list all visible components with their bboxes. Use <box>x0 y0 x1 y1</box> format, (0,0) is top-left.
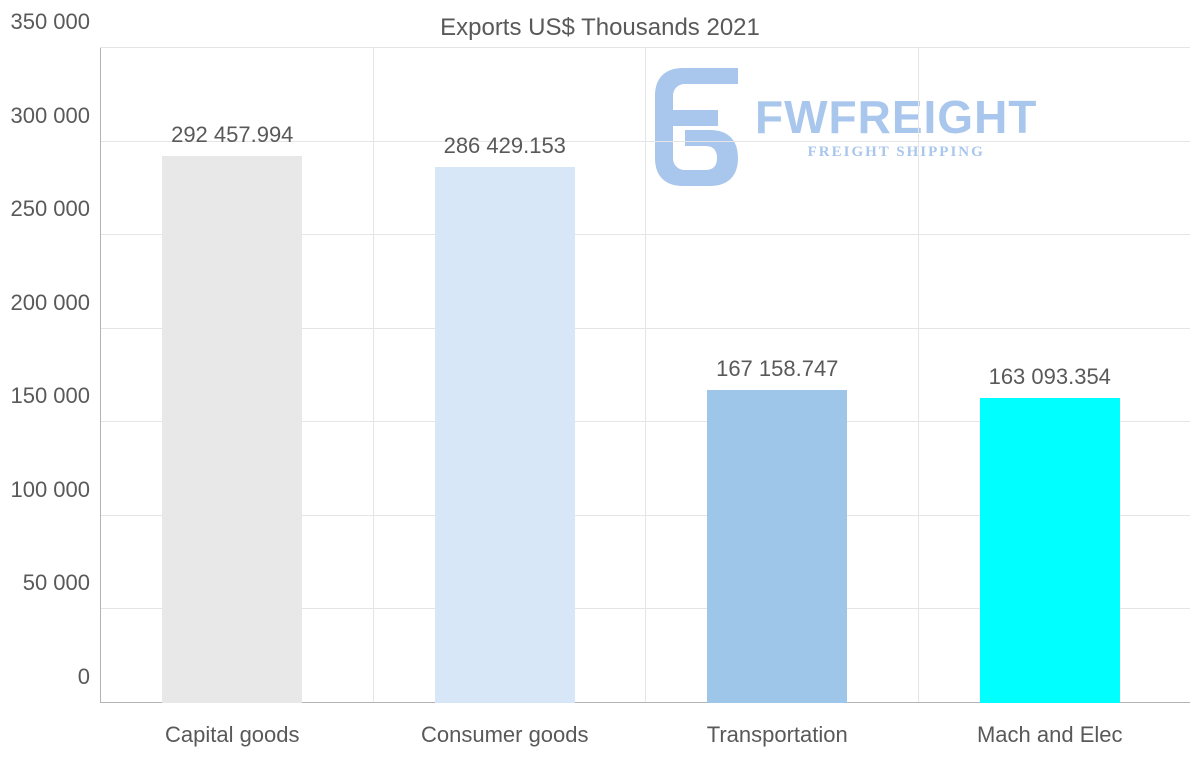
plot-area: 0 50 000 100 000 150 000 200 000 250 000… <box>100 48 1190 703</box>
y-tick-1: 50 000 <box>0 570 90 596</box>
bar-transportation[interactable] <box>707 390 847 703</box>
x-label-transportation[interactable]: Transportation <box>657 722 897 748</box>
chart-container: Exports US$ Thousands 2021 FWFREIGHT FRE… <box>0 0 1200 763</box>
y-tick-6: 300 000 <box>0 103 90 129</box>
bar-group-capital-goods[interactable]: 292 457.994 Capital goods <box>127 48 337 703</box>
x-label-consumer-goods[interactable]: Consumer goods <box>385 722 625 748</box>
bar-group-transportation[interactable]: 167 158.747 Transportation <box>672 48 882 703</box>
x-label-mach-and-elec[interactable]: Mach and Elec <box>930 722 1170 748</box>
bar-group-mach-and-elec[interactable]: 163 093.354 Mach and Elec <box>945 48 1155 703</box>
bar-value-consumer-goods: 286 429.153 <box>385 133 625 159</box>
y-tick-3: 150 000 <box>0 383 90 409</box>
bar-consumer-goods[interactable] <box>435 167 575 703</box>
y-tick-7: 350 000 <box>0 9 90 35</box>
bar-group-consumer-goods[interactable]: 286 429.153 Consumer goods <box>400 48 610 703</box>
x-label-capital-goods[interactable]: Capital goods <box>112 722 352 748</box>
chart-title: Exports US$ Thousands 2021 <box>0 0 1200 48</box>
bar-mach-and-elec[interactable] <box>980 398 1120 703</box>
y-tick-5: 250 000 <box>0 196 90 222</box>
gridline-v-3 <box>918 48 919 703</box>
bar-value-mach-and-elec: 163 093.354 <box>930 364 1170 390</box>
bar-value-transportation: 167 158.747 <box>657 356 897 382</box>
y-tick-2: 100 000 <box>0 477 90 503</box>
bar-value-capital-goods: 292 457.994 <box>112 122 352 148</box>
y-axis-line <box>100 48 101 703</box>
gridline-v-1 <box>373 48 374 703</box>
bar-capital-goods[interactable] <box>162 156 302 703</box>
y-tick-0: 0 <box>0 664 90 690</box>
gridline-v-2 <box>645 48 646 703</box>
y-tick-4: 200 000 <box>0 290 90 316</box>
